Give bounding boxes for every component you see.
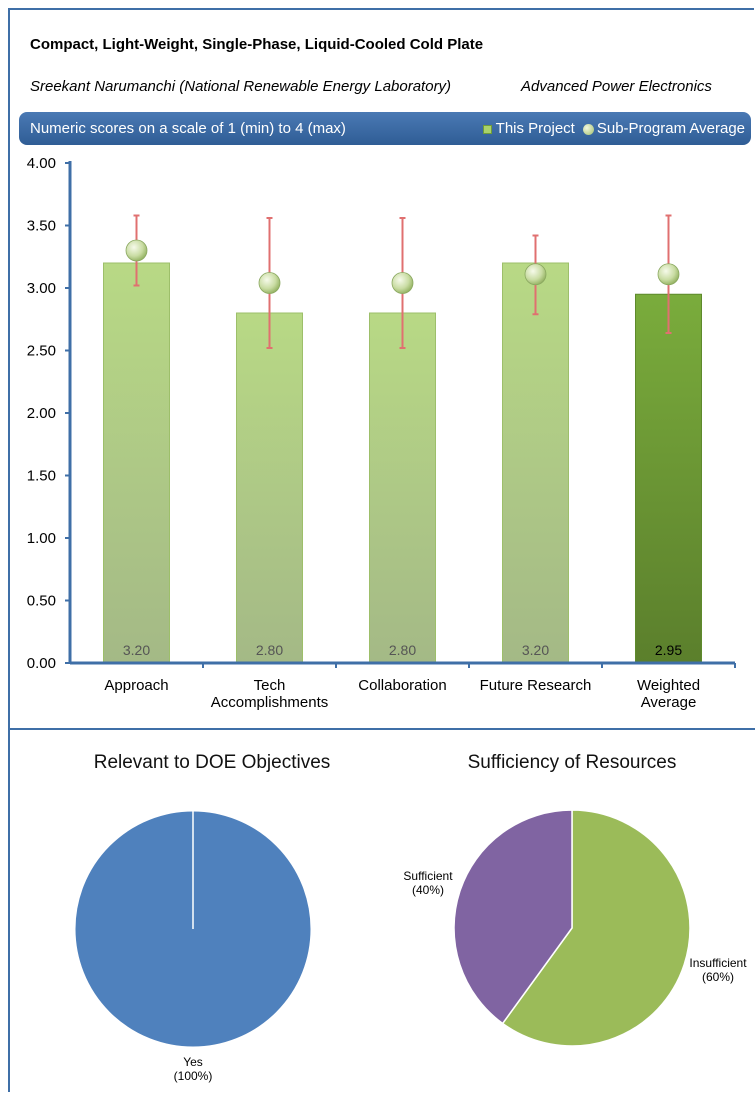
average-marker bbox=[524, 263, 547, 286]
bar-value-label: 3.20 bbox=[522, 642, 549, 658]
y-tick-label: 1.50 bbox=[27, 468, 56, 485]
report-frame bbox=[8, 8, 754, 1092]
average-marker bbox=[258, 272, 281, 294]
y-tick-label: 3.50 bbox=[27, 218, 56, 235]
legend-circle-icon bbox=[582, 123, 594, 135]
legend-bar-icon bbox=[482, 124, 492, 134]
pie-title-resources: Sufficiency of Resources bbox=[467, 752, 677, 773]
pie-slice-label: Sufficient bbox=[403, 869, 453, 883]
bar-value-label: 3.20 bbox=[123, 642, 150, 658]
pie-slice-percent: (100%) bbox=[174, 1069, 213, 1083]
scale-banner: Numeric scores on a scale of 1 (min) to … bbox=[19, 112, 751, 145]
pie-slice bbox=[453, 809, 573, 1025]
x-tick-label: Future Research bbox=[480, 677, 592, 694]
pie-slice-percent: (60%) bbox=[702, 970, 734, 984]
y-tick-label: 2.50 bbox=[27, 343, 56, 360]
pie-slice-label: Yes bbox=[183, 1055, 203, 1069]
y-tick-label: 0.50 bbox=[27, 593, 56, 610]
bar bbox=[502, 262, 569, 664]
program-text: Advanced Power Electronics bbox=[521, 78, 712, 95]
bar-value-label: 2.80 bbox=[389, 642, 416, 658]
x-tick-label: Collaboration bbox=[358, 677, 446, 694]
bar bbox=[369, 312, 436, 664]
average-marker bbox=[391, 272, 414, 294]
y-tick-label: 3.00 bbox=[27, 280, 56, 297]
scale-note: Numeric scores on a scale of 1 (min) to … bbox=[30, 120, 346, 137]
y-tick-label: 1.00 bbox=[27, 530, 56, 547]
average-marker bbox=[125, 239, 148, 262]
x-tick-label: Average bbox=[641, 694, 697, 711]
bar bbox=[103, 262, 170, 664]
resources-pie-chart: Insufficient(60%) Sufficient(40%) bbox=[403, 809, 747, 1047]
section-divider bbox=[10, 728, 755, 730]
subtitle-line: Sreekant Narumanchi (National Renewable … bbox=[30, 78, 712, 95]
score-bar-chart: 0.00 0.50 1.00 1.50 2.00 2.50 3.00 3.50 4.00 3.2… bbox=[27, 155, 736, 711]
x-tick-label: Approach bbox=[104, 677, 168, 694]
x-tick-label: Weighted bbox=[637, 677, 700, 694]
y-tick-label: 2.00 bbox=[27, 405, 56, 422]
x-tick-label: Accomplishments bbox=[211, 694, 329, 711]
author-text: Sreekant Narumanchi (National Renewable … bbox=[30, 78, 452, 95]
bar bbox=[635, 293, 702, 664]
bar bbox=[236, 312, 303, 664]
pie-slice-label: Insufficient bbox=[689, 956, 747, 970]
y-tick-label: 4.00 bbox=[27, 155, 56, 172]
pie-slice bbox=[501, 809, 691, 1047]
page-title: Compact, Light-Weight, Single-Phase, Liq… bbox=[30, 36, 484, 53]
y-tick-label: 0.00 bbox=[27, 655, 56, 672]
chart-legend: This Project Sub-Program Average bbox=[482, 120, 745, 137]
legend-project-label: This Project bbox=[495, 120, 575, 137]
bar-value-label: 2.80 bbox=[256, 642, 283, 658]
legend-average-label: Sub-Program Average bbox=[596, 120, 745, 137]
relevance-pie-chart: Yes(100%) bbox=[74, 810, 312, 1083]
x-tick-label: Tech bbox=[254, 677, 286, 694]
pie-title-relevance: Relevant to DOE Objectives bbox=[93, 752, 331, 773]
pie-slice-percent: (40%) bbox=[412, 883, 444, 897]
bar-value-label: 2.95 bbox=[655, 642, 682, 658]
average-marker bbox=[657, 263, 680, 286]
